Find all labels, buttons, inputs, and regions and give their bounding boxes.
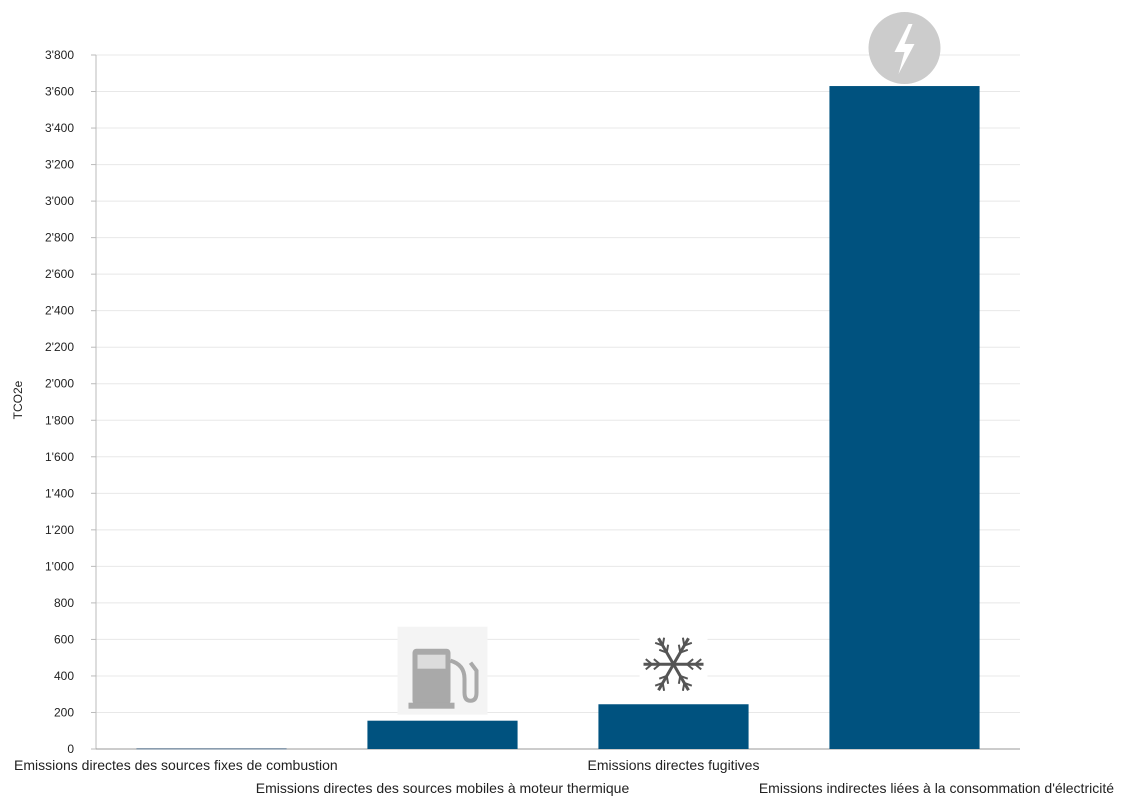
- x-tick-label: Emissions indirectes liées à la consomma…: [759, 780, 1114, 796]
- x-tick-label: Emissions directes des sources fixes de …: [14, 757, 338, 773]
- snowflake-icon: [639, 630, 708, 699]
- snowflake-branch: [645, 658, 653, 666]
- snowflake-branch: [654, 641, 664, 647]
- pump-base: [408, 702, 455, 709]
- y-tick-label: 200: [54, 705, 74, 719]
- y-tick-label: 3'200: [45, 158, 74, 172]
- snowflake-branch: [683, 682, 693, 687]
- y-tick-label: 3'600: [45, 85, 74, 99]
- snowflake-branch: [683, 641, 693, 647]
- y-tick-label: 1'000: [45, 559, 74, 573]
- bar-icons: [397, 12, 941, 715]
- x-tick-label: Emissions directes des sources mobiles à…: [256, 780, 630, 796]
- y-axis-ticks: 0 200 400 600 800 1'000 1'200 1'400 1'600 1'800 2'…: [45, 48, 96, 756]
- bar: [367, 720, 518, 749]
- snowflake-branch: [653, 658, 661, 666]
- snowflake-branch: [686, 658, 694, 666]
- y-tick-label: 3'000: [45, 194, 74, 208]
- y-tick-label: 1'200: [45, 523, 74, 537]
- snowflake-branch: [658, 648, 668, 654]
- snowflake-branch: [653, 663, 661, 671]
- y-tick-label: 400: [54, 669, 74, 683]
- x-tick-label: Emissions directes fugitives: [588, 757, 760, 773]
- snowflake-branch: [665, 644, 670, 653]
- snowflake-branch: [694, 658, 702, 666]
- snowflake-branch: [686, 663, 694, 671]
- bar: [136, 748, 287, 750]
- bar: [598, 704, 749, 749]
- y-tick-label: 2'600: [45, 267, 74, 281]
- lightning-icon: [868, 12, 941, 85]
- bar: [829, 86, 980, 750]
- pump-hose: [449, 658, 479, 703]
- snowflake-branch: [645, 663, 653, 671]
- y-tick-label: 1'800: [45, 413, 74, 427]
- pump-display: [417, 654, 446, 669]
- y-tick-label: 3'400: [45, 121, 74, 135]
- y-tick-label: 1'600: [45, 450, 74, 464]
- y-tick-label: 2'800: [45, 231, 74, 245]
- snowflake-branch: [658, 675, 668, 680]
- y-tick-label: 0: [67, 742, 74, 756]
- snowflake-branch: [677, 675, 682, 684]
- bars: [136, 86, 980, 750]
- y-tick-label: 600: [54, 632, 74, 646]
- fuel-pump-icon: [397, 626, 488, 715]
- snowflake-branch: [681, 682, 686, 692]
- y-tick-label: 2'400: [45, 304, 74, 318]
- snowflake-branch: [661, 637, 666, 646]
- y-tick-label: 3'800: [45, 48, 74, 62]
- y-axis-label: TCO2e: [11, 380, 25, 419]
- snowflake-branch: [661, 682, 666, 692]
- y-tick-label: 2'000: [45, 377, 74, 391]
- category-labels: Emissions directes des sources fixes de …: [14, 757, 1114, 796]
- y-tick-label: 800: [54, 596, 74, 610]
- snowflake-branch: [654, 682, 664, 687]
- snowflake-branch: [679, 675, 689, 680]
- y-tick-label: 2'200: [45, 340, 74, 354]
- snowflake-branch: [677, 644, 682, 653]
- snowflake-branch: [665, 675, 670, 684]
- snowflake-branch: [681, 637, 686, 646]
- snowflake-branch: [694, 663, 702, 671]
- bolt-shape: [894, 24, 915, 75]
- y-tick-label: 1'400: [45, 486, 74, 500]
- snowflake-branch: [679, 648, 689, 654]
